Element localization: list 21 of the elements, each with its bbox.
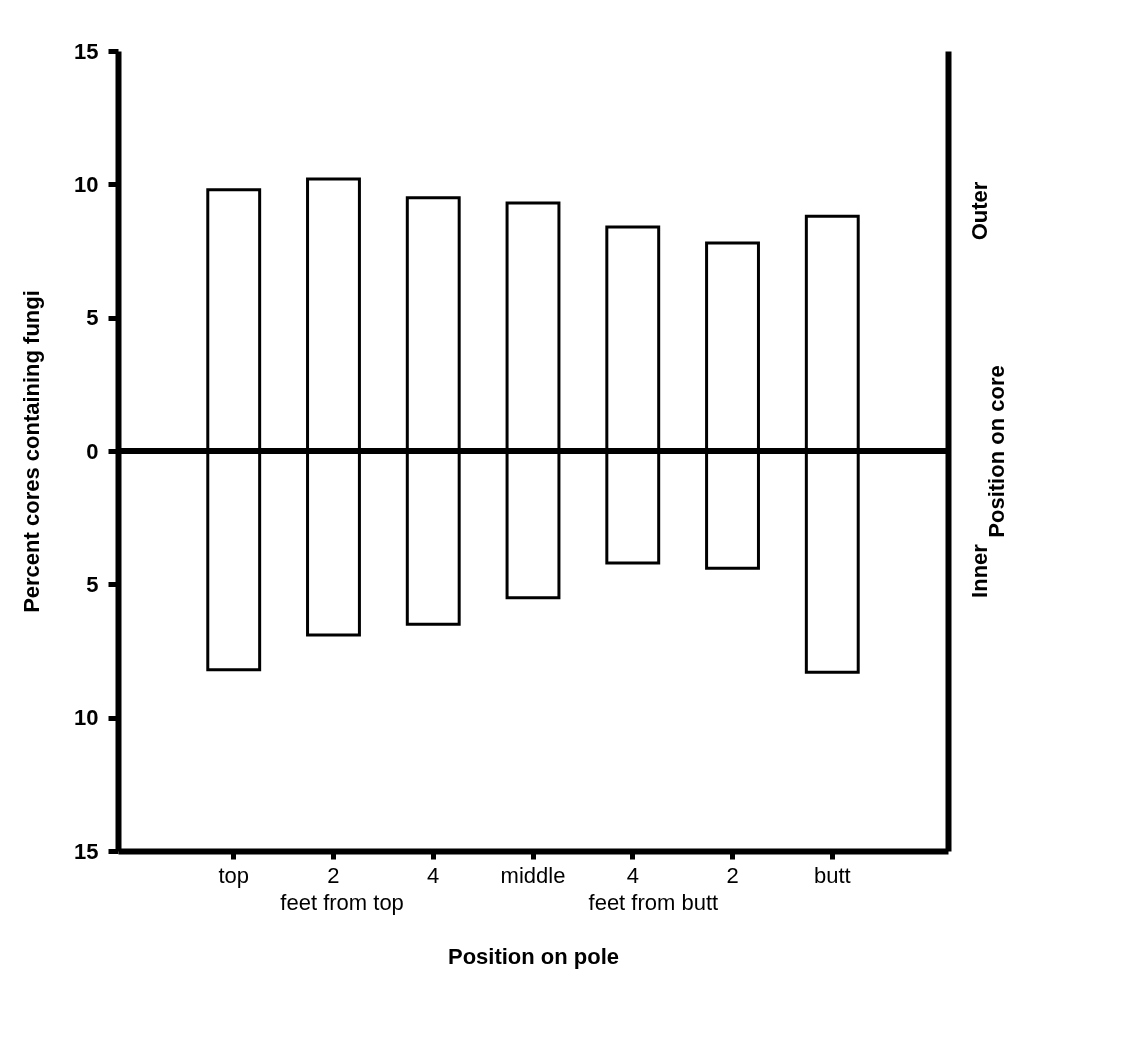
text: Inner <box>967 543 992 598</box>
y2-axis-title: Position on core <box>983 365 1009 538</box>
y-tick-label: 10 <box>74 705 99 731</box>
x-tick-label: 4 <box>427 862 440 888</box>
x-tick-label: 4 <box>626 862 639 888</box>
x-axis-title: Position on pole <box>447 943 620 969</box>
x-tick-label: middle <box>500 862 566 888</box>
y-tick-label: 15 <box>74 838 99 864</box>
y-tick-label: 15 <box>74 38 99 64</box>
x-tick-label: butt <box>813 862 851 888</box>
text: feet from butt <box>588 890 719 915</box>
text: Outer <box>967 181 992 241</box>
x-tick-label: 2 <box>327 862 340 888</box>
y-tick-label: 5 <box>86 305 99 331</box>
y-tick-label: 0 <box>86 438 99 464</box>
x-tick-label: top <box>218 862 250 888</box>
y-tick-label: 5 <box>86 571 99 597</box>
y-tick-label: 10 <box>74 171 99 197</box>
x-tick-label: 2 <box>726 862 739 888</box>
y-axis-title: Percent cores containing fungi <box>19 290 45 613</box>
text: feet from top <box>280 890 404 915</box>
